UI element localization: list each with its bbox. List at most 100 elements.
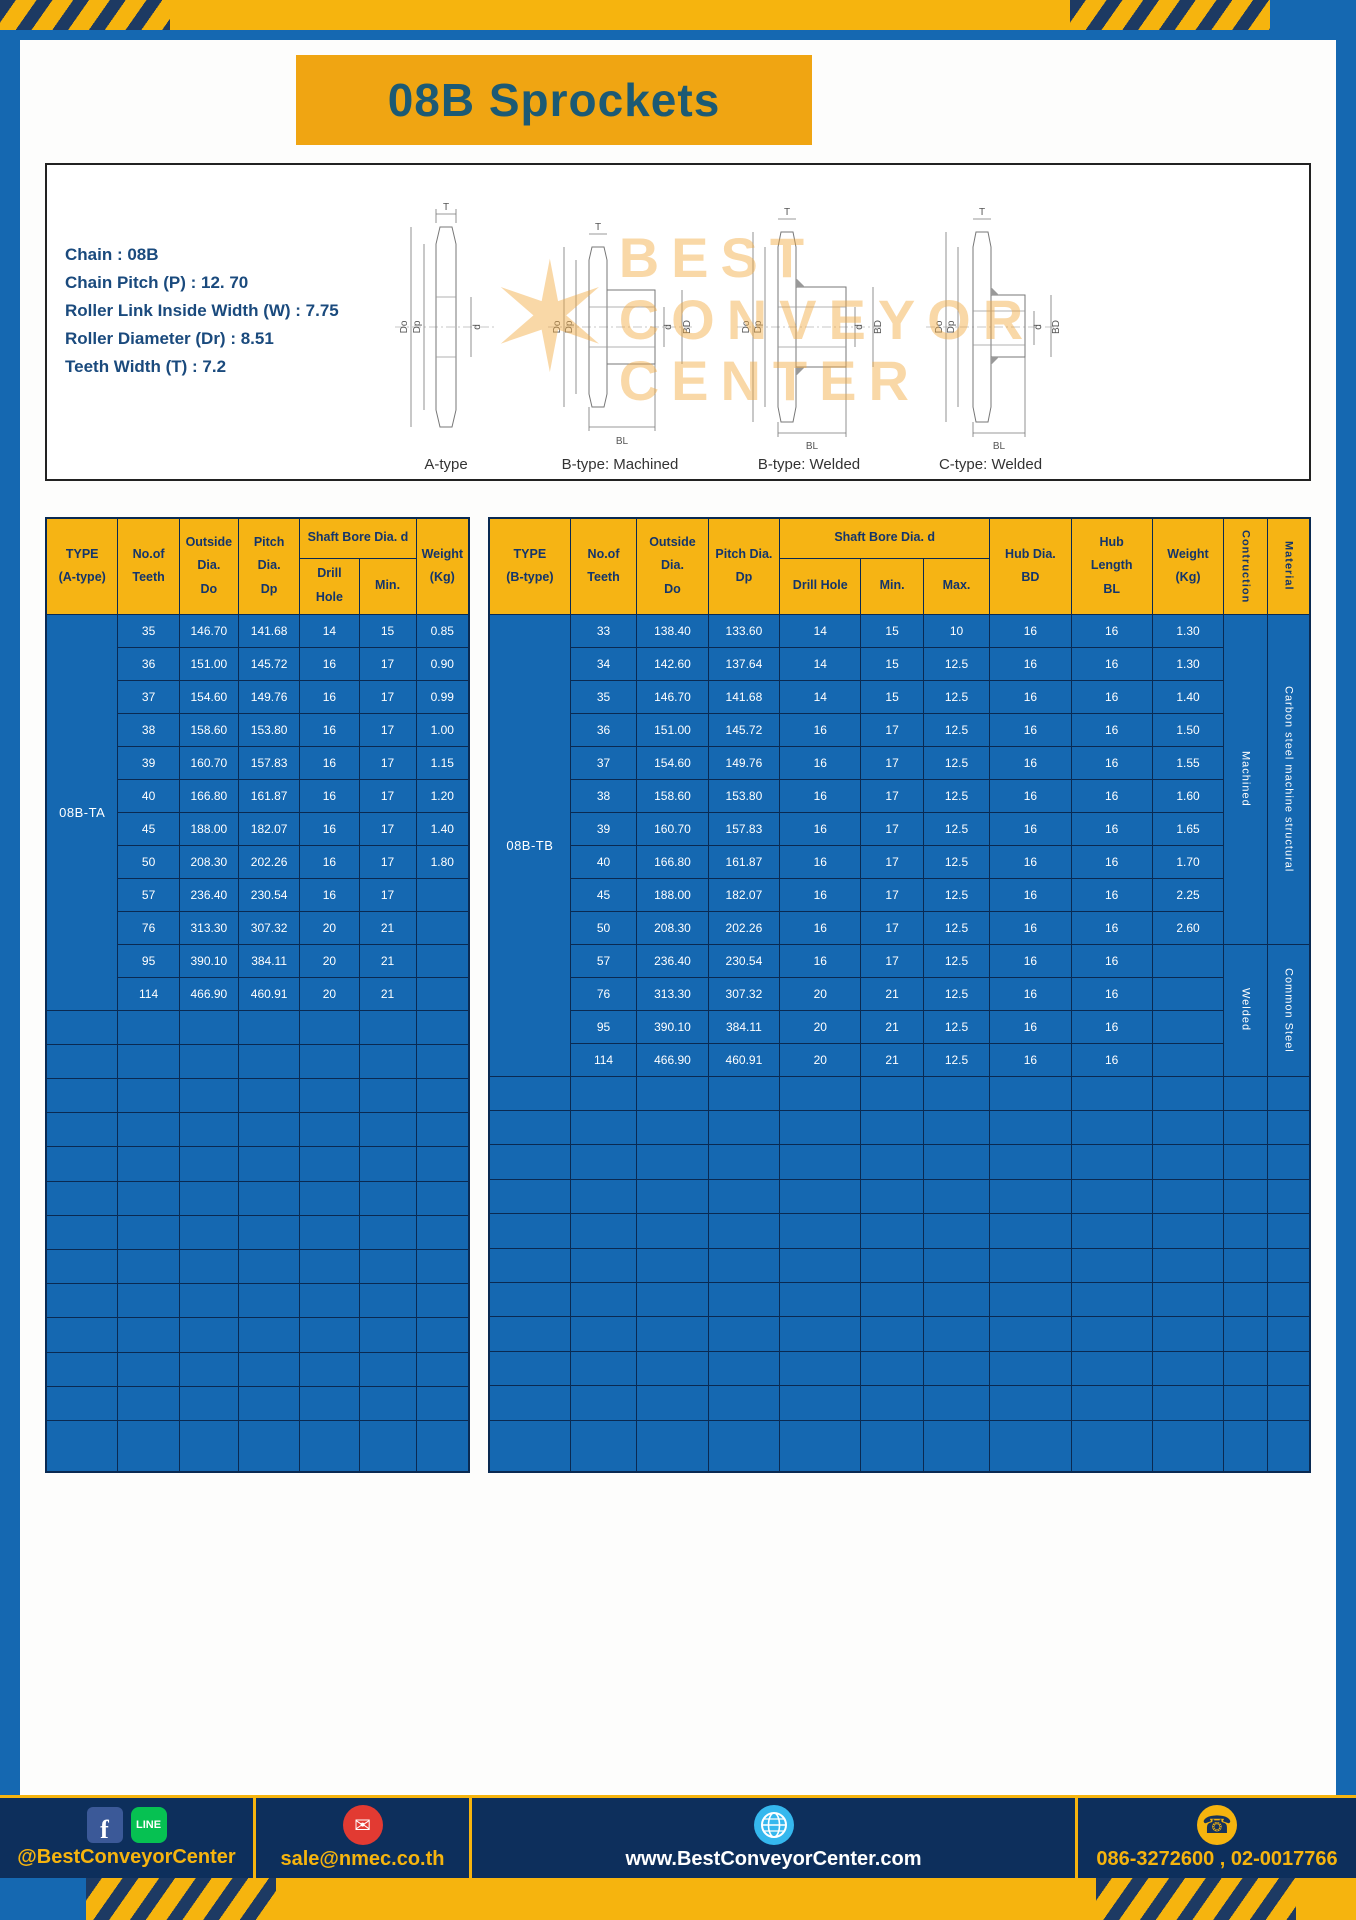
empty-cell [45, 1283, 119, 1319]
footer-email-section: ✉ sale@nmec.co.th [256, 1798, 469, 1878]
table-cell: 16 [989, 811, 1072, 846]
table-cell: 17 [860, 811, 924, 846]
hazard-yellow [1296, 1878, 1356, 1920]
table-cell: 141.68 [237, 613, 301, 648]
table-cell: 142.60 [636, 646, 709, 681]
empty-cell [1070, 1350, 1153, 1387]
empty-row [488, 1075, 1311, 1111]
a-type-diagram: T Do Dp d [395, 202, 497, 428]
dim-t-label: T [595, 222, 601, 233]
table-cell: 17 [358, 745, 417, 780]
empty-cell [358, 1249, 417, 1285]
empty-cell [415, 1112, 470, 1148]
table-cell: 40 [117, 778, 180, 813]
empty-cell [488, 1178, 571, 1215]
empty-cell [178, 1043, 239, 1079]
table-cell: 12.5 [922, 712, 991, 747]
table-cell: 114 [569, 1042, 638, 1077]
empty-cell [1223, 1316, 1268, 1352]
table-cell: 141.68 [707, 679, 781, 714]
empty-cell [358, 1214, 417, 1251]
empty-row [45, 1009, 470, 1045]
empty-cell [636, 1247, 709, 1284]
empty-cell [989, 1213, 1072, 1249]
empty-cell [922, 1144, 991, 1180]
email-icon: ✉ [342, 1805, 383, 1845]
empty-cell [1223, 1282, 1268, 1318]
table-cell: 390.10 [636, 1009, 709, 1044]
page: 08B Sprockets Chain : 08B Chain Pitch (P… [20, 40, 1336, 1795]
table-row: 34 142.60 137.64 14 15 12.5 16 16 1.30 [489, 646, 1310, 681]
empty-cell [1070, 1075, 1153, 1111]
table-cell: 12.5 [922, 877, 991, 912]
empty-cell [299, 1283, 360, 1319]
table-cell [1151, 1042, 1225, 1077]
table-cell: 16 [779, 712, 862, 747]
table-cell: 188.00 [178, 811, 239, 846]
empty-cell [569, 1282, 638, 1318]
empty-cell [1266, 1075, 1311, 1111]
table-cell: 20 [299, 976, 360, 1011]
empty-cell [707, 1282, 781, 1318]
table-cell: 12.5 [922, 844, 991, 879]
table-cell: 57 [117, 877, 180, 912]
empty-row [488, 1213, 1311, 1249]
table-cell: 166.80 [636, 844, 709, 879]
empty-row [45, 1351, 470, 1387]
table-cell: 15 [358, 613, 417, 648]
table-cell: 20 [779, 1009, 862, 1044]
empty-cell [117, 1317, 180, 1353]
empty-cell [569, 1075, 638, 1111]
table-cell: 16 [299, 811, 360, 846]
empty-cell [989, 1109, 1072, 1146]
spec-teeth-width: Teeth Width (T) : 7.2 [65, 357, 227, 376]
empty-cell [636, 1316, 709, 1352]
empty-cell [117, 1112, 180, 1148]
empty-cell [636, 1075, 709, 1111]
empty-cell [237, 1214, 301, 1251]
table-cell: 50 [569, 910, 638, 945]
empty-cell [178, 1077, 239, 1114]
table-cell: 16 [989, 778, 1072, 813]
table-cell: 76 [117, 910, 180, 945]
table-cell: 16 [989, 844, 1072, 879]
empty-cell [178, 1214, 239, 1251]
spec-chain-pitch: Chain Pitch (P) : 12. 70 [65, 273, 249, 292]
table-cell: 36 [117, 646, 180, 681]
empty-cell [1151, 1247, 1225, 1284]
table-row: 57 236.40 230.54 16 17 [46, 877, 470, 912]
table-cell: 17 [358, 877, 417, 912]
chain-specs: Chain : 08B Chain Pitch (P) : 12. 70 Rol… [47, 165, 377, 479]
table-row: 40 166.80 161.87 16 17 1.20 [46, 778, 470, 813]
table-row: 40 166.80 161.87 16 17 12.5 16 16 1.70 [489, 844, 1310, 879]
empty-row [45, 1077, 470, 1114]
empty-cell [488, 1213, 571, 1249]
table-cell: 138.40 [636, 613, 709, 648]
drawing-label-c-welded: C-type: Welded [938, 456, 1043, 473]
empty-cell [989, 1144, 1072, 1180]
empty-cell [415, 1283, 470, 1319]
phone-numbers: 086-3272600 , 02-0017766 [1096, 1848, 1338, 1870]
empty-cell [636, 1213, 709, 1249]
empty-cell [358, 1077, 417, 1114]
empty-cell [358, 1146, 417, 1182]
empty-cell [299, 1214, 360, 1251]
table-cell: 12.5 [922, 910, 991, 945]
table-cell: 16 [989, 976, 1072, 1011]
table-cell: 14 [779, 679, 862, 714]
table-cell: 16 [299, 745, 360, 780]
empty-cell [178, 1009, 239, 1045]
col-header-min: Min. [860, 557, 924, 615]
table-cell: 16 [299, 844, 360, 879]
empty-cell [922, 1350, 991, 1387]
empty-cell [707, 1109, 781, 1146]
empty-cell [488, 1316, 571, 1352]
table-row: 95 390.10 384.11 20 21 [46, 943, 470, 978]
empty-cell [178, 1385, 239, 1422]
empty-cell [358, 1420, 417, 1473]
table-row: 50 208.30 202.26 16 17 1.80 [46, 844, 470, 879]
empty-cell [1223, 1213, 1268, 1249]
table-cell: 21 [358, 910, 417, 945]
table-cell: 95 [117, 943, 180, 978]
table-cell: 15 [860, 646, 924, 681]
